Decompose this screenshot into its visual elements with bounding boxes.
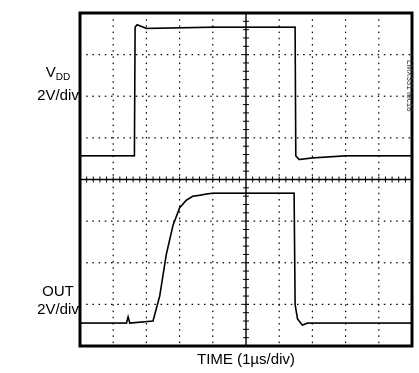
out-scale: 2V/div: [37, 301, 79, 318]
center-axes: [79, 12, 413, 347]
time-axis-label: TIME (1µs/div): [197, 351, 295, 368]
vdd-scale: 2V/div: [37, 87, 79, 104]
figure-id: LMX331 toc18: [405, 60, 414, 112]
vdd-channel-label: VDD 2V/div: [28, 64, 88, 105]
out-channel-label: OUT 2V/div: [28, 283, 88, 319]
series-vdd-trace: [80, 23, 412, 161]
out-name: OUT: [42, 283, 74, 300]
vdd-name: VDD: [45, 64, 71, 83]
series-out-trace: [80, 192, 412, 327]
